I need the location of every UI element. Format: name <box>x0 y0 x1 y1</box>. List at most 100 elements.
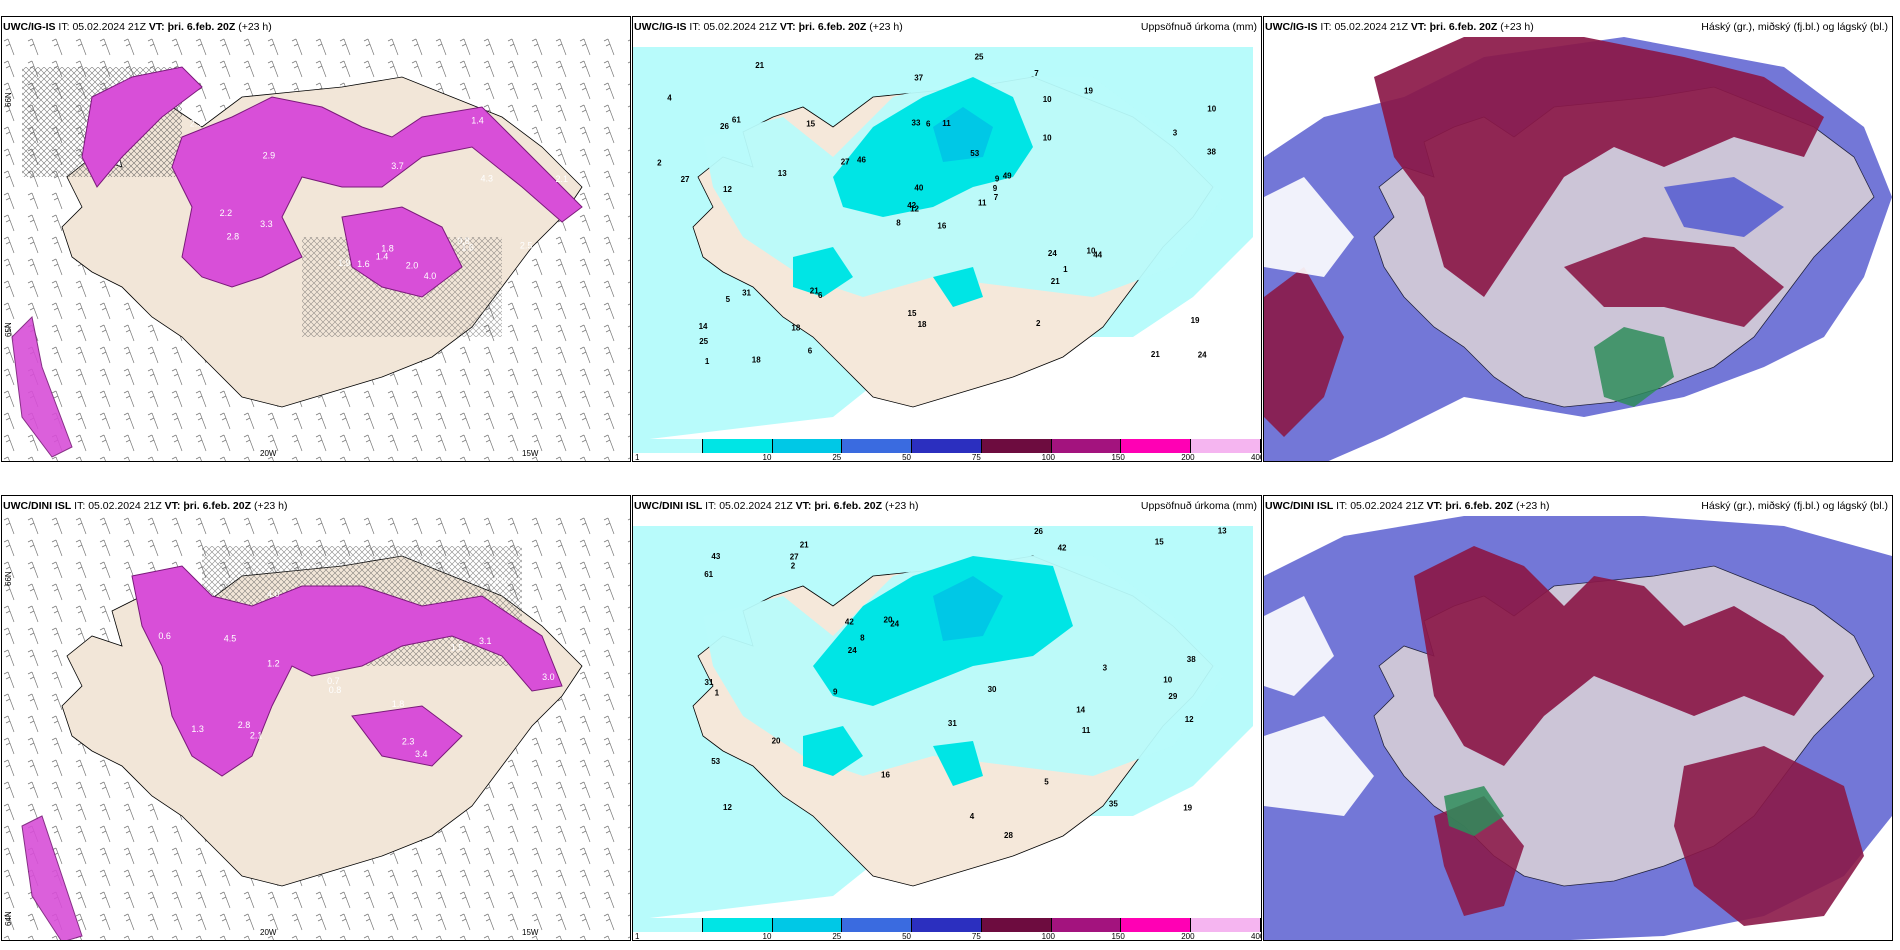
map-value-label: 27 <box>841 158 850 167</box>
lead-time: (+23 h) <box>884 500 919 512</box>
valid-time: þri. 6.feb. 20Z <box>798 21 867 33</box>
colorbar-tick: 150 <box>1111 932 1125 941</box>
colorbar-tick: 10 <box>762 932 772 941</box>
map-value-label: 2.3 <box>402 737 415 747</box>
map-value-label: 31 <box>948 719 957 728</box>
map-value-label: 10 <box>1087 247 1096 256</box>
map-value-label: 38 <box>1207 147 1216 156</box>
map-value-label: 46 <box>857 155 866 164</box>
init-time: 05.02.2024 21Z <box>88 500 162 512</box>
map-value-label: 3.3 <box>260 219 273 229</box>
lat-label-66n: 66N <box>4 571 13 586</box>
map-value-label: 3 <box>1103 664 1108 673</box>
map-value-label: 10 <box>1163 675 1172 684</box>
colorbar-swatch <box>842 918 913 932</box>
cloud-high-area <box>1414 546 1824 766</box>
colorbar-tick: 50 <box>902 932 912 941</box>
lead-time: (+23 h) <box>253 500 288 512</box>
field-title: Háský (gr.), miðský (fj.bl.) og lágský (… <box>1701 500 1888 512</box>
map-value-label: 4.0 <box>267 589 280 599</box>
map-value-label: 3.1 <box>479 636 492 646</box>
colorbar-tick: 200 <box>1181 453 1195 462</box>
colorbar-swatch <box>702 439 773 453</box>
map-value-label: 6 <box>818 291 823 300</box>
colorbar-swatch <box>1191 439 1261 453</box>
map-value-label: 2 <box>657 158 662 167</box>
cloud-high-area <box>1374 37 1824 297</box>
colorbar-swatch <box>1191 918 1261 932</box>
map-value-label: 3 <box>1173 128 1178 137</box>
colorbar-swatch <box>912 918 982 932</box>
it-label: IT: <box>74 500 86 512</box>
model-name: UWC/DINI ISL <box>3 500 72 512</box>
map-value-label: 21 <box>800 540 809 549</box>
map-value-label: 61 <box>732 116 741 125</box>
map-value-label: 11 <box>978 199 987 208</box>
it-label: IT: <box>689 21 701 33</box>
lon-label-15w: 15W <box>522 928 539 937</box>
panel-header: UWC/DINI ISL IT: 05.02.2024 21Z VT: þri.… <box>633 496 1261 516</box>
colorbar-tick: 200 <box>1181 932 1195 941</box>
map-value-label: 29 <box>1168 692 1177 701</box>
map-value-label: 1.8 <box>381 244 394 254</box>
model-name: UWC/DINI ISL <box>634 500 703 512</box>
map-value-label: 4 <box>970 812 975 821</box>
map-value-label: 42 <box>1058 544 1067 553</box>
init-time: 05.02.2024 21Z <box>719 500 793 512</box>
colorbar: 1 10 25 50 75 100 150 200 400 <box>633 918 1261 940</box>
map-value-label: 40 <box>914 183 923 192</box>
map-value-label: 8 <box>896 218 901 227</box>
map-value-label: 21 <box>1151 350 1160 359</box>
map-value-label: 2.9 <box>263 151 276 161</box>
panel-cloud-bottom: UWC/DINI ISL IT: 05.02.2024 21Z VT: þri.… <box>1263 495 1893 941</box>
map-value-label: 13 <box>778 169 787 178</box>
map-value-label: 24 <box>848 646 857 655</box>
colorbar-swatch <box>633 918 703 932</box>
field-title: Háský (gr.), miðský (fj.bl.) og lágský (… <box>1701 21 1888 33</box>
map-value-label: 26 <box>1034 527 1043 536</box>
precip-map: 1429122124355342422861314319163831302020… <box>633 516 1261 920</box>
map-value-label: 21 <box>755 61 764 70</box>
colorbar-tick: 1 <box>635 932 640 941</box>
map-value-label: 43 <box>711 552 720 561</box>
map-value-label: 18 <box>752 356 761 365</box>
colorbar-swatch <box>1051 439 1122 453</box>
map-value-label: 2 <box>1036 319 1041 328</box>
it-label: IT: <box>1336 500 1348 512</box>
init-time: 05.02.2024 21Z <box>1350 500 1424 512</box>
vt-label: VT: <box>148 21 165 33</box>
lon-label-20w: 20W <box>260 449 277 458</box>
vt-label: VT: <box>779 21 796 33</box>
map-value-label: 2 <box>791 562 796 571</box>
panel-header: UWC/IG-IS IT: 05.02.2024 21Z VT: þri. 6.… <box>1264 17 1892 37</box>
map-value-label: 3.7 <box>391 161 404 171</box>
map-value-label: 42 <box>907 201 916 210</box>
colorbar-tick: 75 <box>971 453 981 462</box>
precip-magenta-area <box>131 565 563 777</box>
wind-map: 3.4 4.0 2.8 4.5 3.1 2.3 3.0 1.2 0.8 2.1 1.3 0.6 0.7 1… <box>2 516 630 940</box>
map-value-label: 21 <box>1051 277 1060 286</box>
colorbar-tick: 25 <box>832 453 842 462</box>
map-value-label: 35 <box>1109 799 1118 808</box>
colorbar-swatch <box>1121 918 1192 932</box>
field-title: Uppsöfnuð úrkoma (mm) <box>1140 500 1257 512</box>
map-value-label: 4.0 <box>424 271 437 281</box>
vt-label: VT: <box>164 500 181 512</box>
map-value-label: 0.8 <box>457 236 470 246</box>
map-value-label: 2.8 <box>238 720 251 730</box>
map-value-label: 24 <box>1048 249 1057 258</box>
map-value-label: 20 <box>884 615 893 624</box>
field-title: Uppsöfnuð úrkoma (mm) <box>1140 21 1257 33</box>
lat-label-64n: 64N <box>4 911 13 926</box>
cloud-map <box>1264 37 1892 461</box>
map-value-label: 27 <box>681 175 690 184</box>
map-value-label: 1.9 <box>338 258 351 268</box>
valid-time: þri. 6.feb. 20Z <box>814 500 883 512</box>
lead-time: (+23 h) <box>238 21 272 33</box>
map-value-label: 15 <box>908 309 917 318</box>
map-value-label: 12 <box>1185 715 1194 724</box>
wind-map: 1.9 1.8 3.7 2.9 2.1 2.8 1.4 2.2 4.3 2.9 3.3 2.5 1.6 4… <box>2 37 630 461</box>
map-value-label: 12 <box>723 803 732 812</box>
it-label: IT: <box>705 500 717 512</box>
vt-label: VT: <box>1426 500 1443 512</box>
